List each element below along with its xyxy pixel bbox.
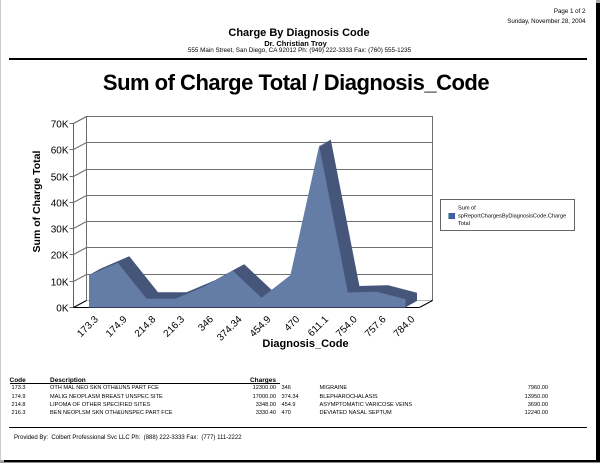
svg-text:spReportChargesByDiagnosisCode: spReportChargesByDiagnosisCode.Charge — [458, 213, 566, 219]
svg-text:30K: 30K — [51, 224, 69, 235]
svg-text:20K: 20K — [51, 250, 69, 261]
svg-text:60K: 60K — [51, 145, 69, 156]
svg-text:611.1: 611.1 — [306, 314, 331, 339]
svg-text:784.0: 784.0 — [392, 314, 418, 340]
svg-text:174.9: 174.9 — [104, 314, 130, 340]
svg-text:173.3: 173.3 — [75, 314, 101, 340]
svg-text:346: 346 — [196, 314, 216, 334]
svg-text:50K: 50K — [51, 172, 69, 183]
svg-text:214.8: 214.8 — [133, 314, 159, 340]
svg-text:Sum of: Sum of — [458, 206, 476, 212]
svg-text:754.0: 754.0 — [334, 314, 360, 340]
svg-text:216.3: 216.3 — [162, 314, 188, 340]
svg-text:Total: Total — [458, 221, 470, 227]
svg-text:70K: 70K — [51, 119, 69, 130]
svg-text:470: 470 — [283, 314, 303, 334]
svg-text:374.34: 374.34 — [215, 314, 245, 344]
svg-text:40K: 40K — [51, 198, 69, 209]
svg-text:Diagnosis_Code: Diagnosis_Code — [262, 338, 348, 350]
svg-text:454.9: 454.9 — [248, 314, 274, 340]
svg-text:0K: 0K — [56, 303, 69, 314]
svg-text:757.6: 757.6 — [363, 314, 389, 340]
svg-text:Sum of Charge Total: Sum of Charge Total — [31, 150, 43, 252]
svg-text:10K: 10K — [51, 277, 69, 288]
